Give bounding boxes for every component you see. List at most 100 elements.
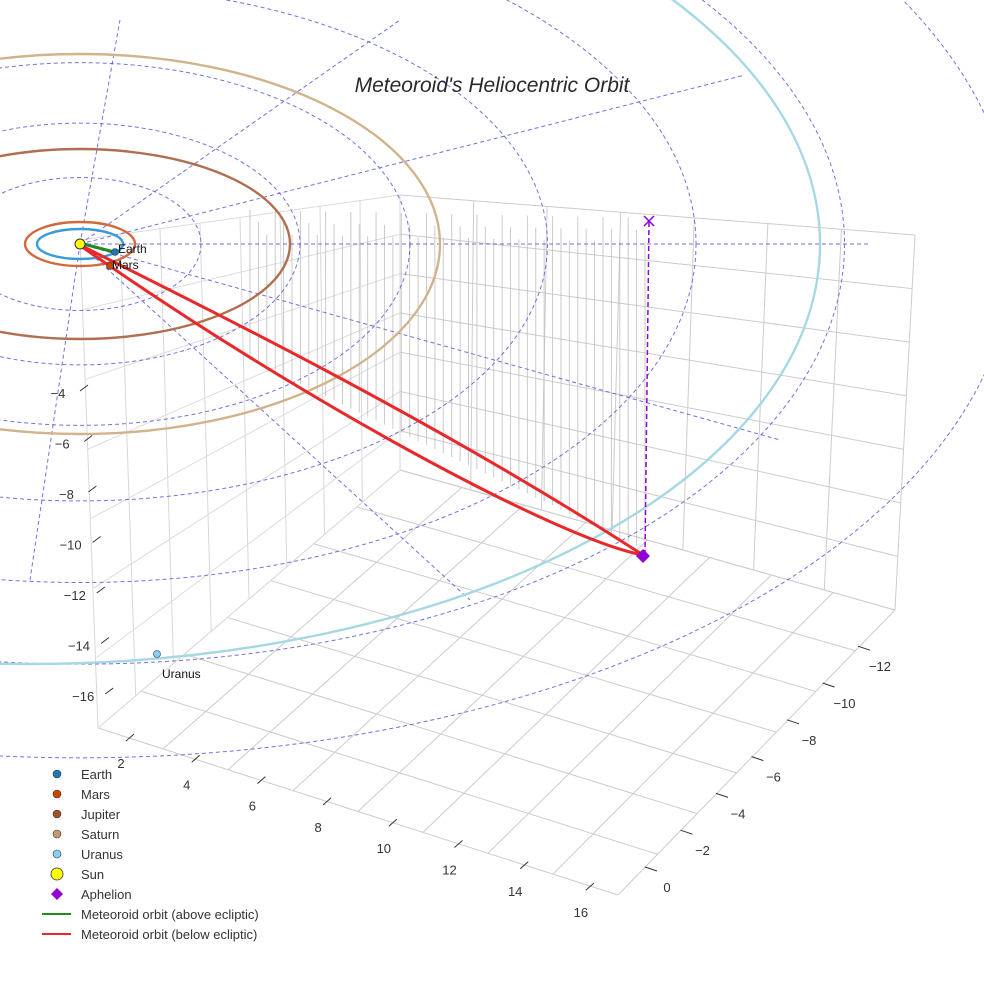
legend-label: Jupiter (81, 807, 121, 822)
x-tick-mark (191, 754, 201, 763)
ecliptic-reference-grid (0, 0, 984, 759)
floor-grid-line (97, 727, 619, 896)
y-tick-label: −6 (766, 770, 781, 785)
floor-grid-line (184, 653, 698, 815)
earth-marker (111, 248, 119, 256)
x-tick-label: 4 (183, 777, 190, 792)
x-tick-label: 16 (574, 905, 588, 920)
wall-grid-line (199, 223, 212, 632)
wall-grid-line (399, 430, 898, 557)
floor-grid-line (617, 609, 896, 896)
wall-grid-line (87, 312, 401, 450)
legend-line-icon (42, 913, 71, 915)
legend-label: Sun (81, 867, 105, 882)
uranus-marker (153, 650, 161, 658)
orbit-jupiter (0, 147, 292, 341)
reference-radial (79, 243, 781, 441)
mars-marker (106, 262, 114, 270)
aphelion-marker (636, 549, 650, 563)
z-tick-label: −4 (51, 386, 66, 401)
floor-grid-line (140, 690, 658, 855)
earth-label: Earth (118, 242, 147, 256)
x-tick-label: 2 (117, 756, 124, 771)
reference-radial (29, 243, 81, 581)
axis-box-grid (79, 194, 916, 896)
orbit-uranus (0, 0, 821, 666)
wall-grid-line (894, 234, 916, 611)
orbit-saturn (0, 52, 442, 436)
floor-grid-line (552, 592, 834, 875)
z-tick-label: −12 (64, 588, 86, 603)
wall-grid-line (682, 217, 695, 551)
wall-grid-line (399, 390, 901, 504)
legend-sun-icon (50, 867, 64, 881)
z-tick-mark (79, 384, 89, 392)
floor-grid-line (487, 574, 772, 854)
wall-grid-line (239, 217, 250, 600)
floor-grid-line (162, 487, 463, 750)
markers: Earth Mars Uranus (74, 215, 655, 681)
legend-circle-icon (52, 829, 62, 839)
reference-radial (79, 19, 121, 245)
x-tick-label: 6 (249, 799, 256, 814)
x-tick-mark (585, 882, 595, 891)
y-tick-label: −2 (695, 843, 710, 858)
reference-radial (79, 74, 746, 245)
z-tick-mark (104, 687, 114, 695)
legend-label: Aphelion (81, 887, 132, 902)
wall-grid-line (399, 194, 916, 236)
wall-grid-line (95, 430, 401, 659)
z-tick-mark (100, 637, 110, 644)
floor-grid-line (270, 580, 777, 733)
wall-grid-line (92, 391, 401, 589)
mars-label: Mars (112, 258, 139, 272)
legend-label: Meteoroid orbit (above ecliptic) (81, 907, 259, 922)
y-tick-mark (644, 866, 658, 872)
y-tick-label: 0 (663, 880, 670, 895)
wall-grid-line (90, 351, 401, 520)
y-tick-label: −10 (833, 696, 855, 711)
reference-ring (0, 0, 845, 665)
meteoroid-orbit (77, 221, 650, 557)
wall-grid-line (82, 233, 401, 311)
z-tick-mark (83, 435, 93, 442)
axis-ticks: −4 −6 −8 −10 −12 −14 −16 2 4 6 8 10 12 14 16 0 −2 −4 −6 −8 −… (51, 384, 891, 920)
legend-label: Meteoroid orbit (below ecliptic) (81, 927, 258, 942)
y-tick-mark (680, 829, 693, 835)
z-tick-label: −16 (72, 689, 94, 704)
x-tick-mark (388, 818, 398, 827)
z-tick-mark (88, 485, 97, 493)
y-tick-mark (857, 645, 871, 651)
wall-grid-line (399, 351, 904, 450)
z-tick-mark (92, 536, 101, 543)
x-tick-label: 10 (377, 841, 391, 856)
legend-line-icon (42, 933, 71, 935)
wall-grid-line (119, 234, 137, 696)
chart-title: Meteoroid's Heliocentric Orbit (354, 74, 630, 97)
x-tick-mark (125, 733, 135, 742)
wall-grid-line (753, 223, 769, 571)
z-tick-label: −10 (60, 538, 82, 553)
drop-lines (249, 210, 646, 550)
x-mark (643, 215, 655, 227)
floor-grid-line (227, 616, 737, 774)
floor-grid-line (227, 504, 525, 771)
floor-grid-line (356, 506, 856, 652)
legend-circle-icon (52, 809, 62, 819)
x-tick-mark (519, 861, 529, 870)
orbit-mars (23, 220, 137, 268)
y-tick-mark (715, 792, 729, 798)
wall-grid-line (79, 239, 99, 729)
floor-grid-line (313, 543, 816, 692)
reference-ring (0, 0, 984, 759)
wall-grid-line (359, 200, 363, 503)
floor-grid-line (422, 557, 710, 833)
z-tick-label: −6 (55, 437, 70, 452)
legend-diamond-icon (51, 888, 63, 900)
wall-grid-line (159, 228, 174, 664)
wall-grid-line (79, 194, 401, 241)
wall-grid-line (399, 469, 896, 611)
x-tick-mark (257, 776, 266, 784)
legend-label: Saturn (81, 827, 120, 842)
